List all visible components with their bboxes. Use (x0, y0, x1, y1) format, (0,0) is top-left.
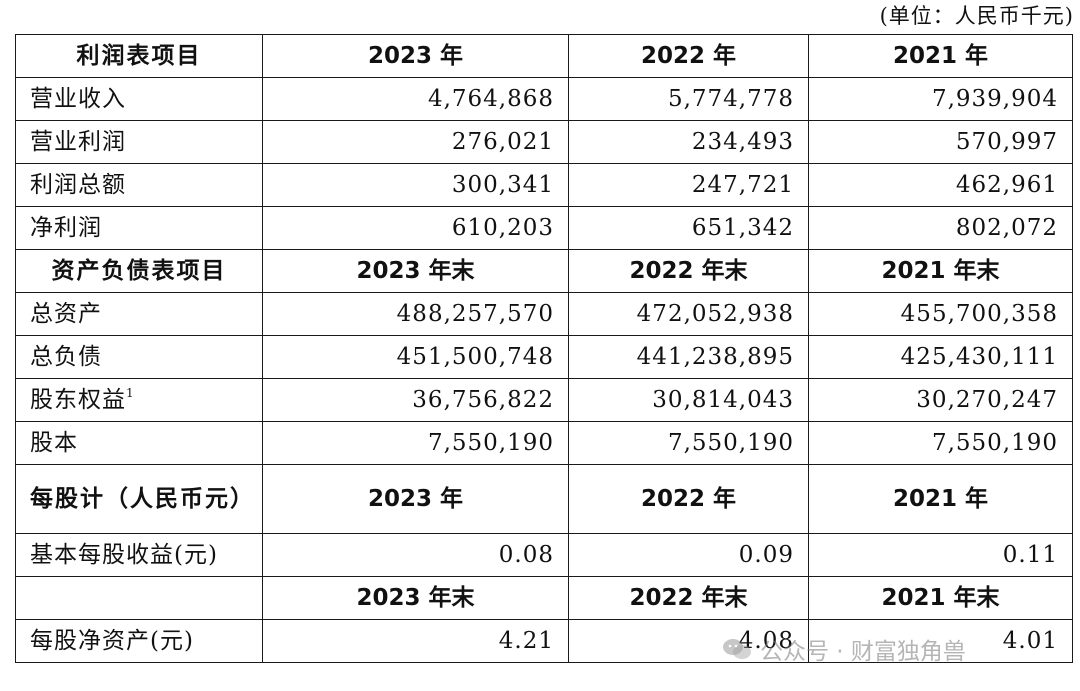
row-label: 股本 (15, 421, 263, 465)
table-cell: 802,072 (808, 206, 1073, 250)
table-cell: 300,341 (262, 163, 569, 207)
table-cell: 472,052,938 (568, 292, 809, 336)
per-share-header-row: 每股计（人民币元） 2023 年 2022 年 2021 年 (15, 464, 1073, 534)
table-cell: 462,961 (808, 163, 1073, 207)
year-header: 2022 年 (568, 464, 809, 534)
empty-header-cell (15, 576, 263, 620)
income-header-row: 利润表项目 2023 年 2022 年 2021 年 (15, 34, 1073, 78)
table-cell: 247,721 (568, 163, 809, 207)
row-label: 每股净资产(元) (15, 619, 263, 663)
row-label: 总负债 (15, 335, 263, 379)
table-cell: 441,238,895 (568, 335, 809, 379)
row-label: 基本每股收益(元) (15, 533, 263, 577)
year-header: 2021 年 (808, 464, 1073, 534)
row-label: 股东权益1 (15, 378, 263, 422)
table-cell: 234,493 (568, 120, 809, 164)
balance-header-row: 资产负债表项目 2023 年末 2022 年末 2021 年末 (15, 249, 1073, 293)
year-end-header: 2021 年末 (808, 576, 1073, 620)
table-cell: 4.21 (262, 619, 569, 663)
table-row: 总资产 488,257,570 472,052,938 455,700,358 (15, 292, 1073, 336)
table-row: 基本每股收益(元) 0.08 0.09 0.11 (15, 533, 1073, 577)
table-cell: 276,021 (262, 120, 569, 164)
footnote-marker: 1 (126, 386, 135, 400)
year-header: 2023 年 (262, 464, 569, 534)
financial-summary-table: 利润表项目 2023 年 2022 年 2021 年 营业收入 4,764,86… (15, 34, 1073, 663)
table-cell: 7,550,190 (262, 421, 569, 465)
table-cell: 4,764,868 (262, 77, 569, 121)
year-end-header: 2021 年末 (808, 249, 1073, 293)
table-cell: 610,203 (262, 206, 569, 250)
table-cell: 651,342 (568, 206, 809, 250)
table-cell: 36,756,822 (262, 378, 569, 422)
balance-section-title: 资产负债表项目 (15, 249, 263, 293)
unit-note: (单位：人民币千元) (879, 4, 1074, 28)
table-row: 每股净资产(元) 4.21 4.08 4.01 (15, 619, 1073, 663)
table-row: 总负债 451,500,748 441,238,895 425,430,111 (15, 335, 1073, 379)
table-cell: 455,700,358 (808, 292, 1073, 336)
year-end-header: 2023 年末 (262, 576, 569, 620)
row-label: 营业利润 (15, 120, 263, 164)
row-label: 利润总额 (15, 163, 263, 207)
table-cell: 425,430,111 (808, 335, 1073, 379)
table-cell: 0.11 (808, 533, 1073, 577)
table-cell: 0.08 (262, 533, 569, 577)
table-cell: 0.09 (568, 533, 809, 577)
year-end-header: 2023 年末 (262, 249, 569, 293)
table-row: 营业利润 276,021 234,493 570,997 (15, 120, 1073, 164)
table-cell: 4.01 (808, 619, 1073, 663)
table-cell: 30,270,247 (808, 378, 1073, 422)
income-section-title: 利润表项目 (15, 34, 263, 78)
table-cell: 5,774,778 (568, 77, 809, 121)
table-cell: 4.08 (568, 619, 809, 663)
year-end-header-row: 2023 年末 2022 年末 2021 年末 (15, 576, 1073, 620)
table-row: 利润总额 300,341 247,721 462,961 (15, 163, 1073, 207)
table-row: 净利润 610,203 651,342 802,072 (15, 206, 1073, 250)
table-cell: 7,550,190 (568, 421, 809, 465)
table-row: 营业收入 4,764,868 5,774,778 7,939,904 (15, 77, 1073, 121)
year-header: 2023 年 (262, 34, 569, 78)
per-share-section-title: 每股计（人民币元） (15, 464, 263, 534)
row-label: 营业收入 (15, 77, 263, 121)
table-row: 股本 7,550,190 7,550,190 7,550,190 (15, 421, 1073, 465)
year-end-header: 2022 年末 (568, 249, 809, 293)
year-header: 2021 年 (808, 34, 1073, 78)
row-label: 总资产 (15, 292, 263, 336)
table-cell: 570,997 (808, 120, 1073, 164)
year-header: 2022 年 (568, 34, 809, 78)
year-end-header: 2022 年末 (568, 576, 809, 620)
table-cell: 30,814,043 (568, 378, 809, 422)
row-label-text: 股东权益 (30, 387, 126, 413)
row-label: 净利润 (15, 206, 263, 250)
table-cell: 7,939,904 (808, 77, 1073, 121)
table-cell: 451,500,748 (262, 335, 569, 379)
table-cell: 488,257,570 (262, 292, 569, 336)
table-row: 股东权益1 36,756,822 30,814,043 30,270,247 (15, 378, 1073, 422)
table-cell: 7,550,190 (808, 421, 1073, 465)
